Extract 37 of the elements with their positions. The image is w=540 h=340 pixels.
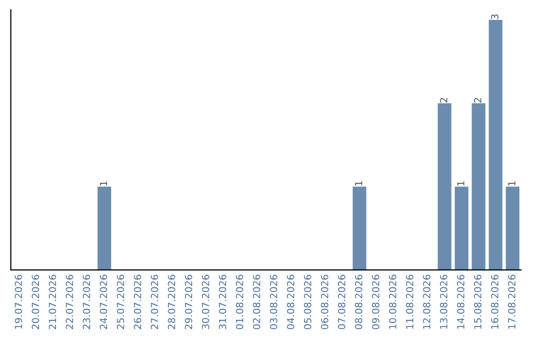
x-tick-label: 23.07.2026: [82, 274, 90, 330]
data-label: 1: [355, 181, 362, 186]
x-tick-label: 31.07.2026: [218, 274, 226, 330]
x-tick-label: 13.08.2026: [440, 274, 448, 329]
data-label: 1: [508, 181, 516, 186]
x-tick-label: 26.07.2026: [134, 274, 142, 330]
x-tick-label: 21.07.2026: [48, 274, 56, 330]
x-tick-label: 02.08.2026: [252, 274, 260, 330]
x-tick-label: 07.08.2026: [338, 274, 346, 330]
x-tick-label: 20.07.2026: [32, 274, 40, 330]
x-tick-label: 03.08.2026: [270, 274, 278, 330]
x-tick-label: 10.08.2026: [388, 274, 396, 329]
x-tick-label: 19.07.2026: [14, 274, 22, 329]
x-tick-label: 29.07.2026: [184, 274, 192, 330]
x-tick-label: 17.08.2026: [508, 274, 516, 329]
x-tick-label: 04.08.2026: [286, 274, 294, 330]
data-label: 2: [474, 98, 482, 103]
x-tick-label: 16.08.2026: [491, 274, 498, 329]
x-tick-label: 24.07.2026: [100, 274, 108, 330]
x-tick-label: 30.07.2026: [202, 274, 210, 330]
data-label: 3: [491, 14, 498, 20]
x-tick-label: 28.07.2026: [168, 274, 176, 330]
x-tick-label: 05.08.2026: [304, 274, 312, 330]
x-tick-label: 27.07.2026: [150, 274, 158, 330]
x-tick-label: 08.08.2026: [354, 274, 362, 330]
x-tick-label: 12.08.2026: [423, 274, 430, 329]
x-tick-label: 01.08.2026: [236, 274, 244, 330]
x-tick-label: 22.07.2026: [66, 274, 74, 330]
data-label: 1: [457, 181, 464, 186]
x-tick-label: 09.08.2026: [372, 274, 380, 330]
x-tick-label: 25.07.2026: [116, 274, 124, 330]
x-tick-label: 14.08.2026: [457, 274, 464, 329]
x-tick-label: 11.08.2026: [406, 274, 414, 329]
data-label: 1: [100, 181, 108, 186]
data-label: 2: [440, 98, 448, 103]
x-tick-label: 15.08.2026: [474, 274, 482, 329]
x-tick-label: 06.08.2026: [320, 274, 328, 330]
